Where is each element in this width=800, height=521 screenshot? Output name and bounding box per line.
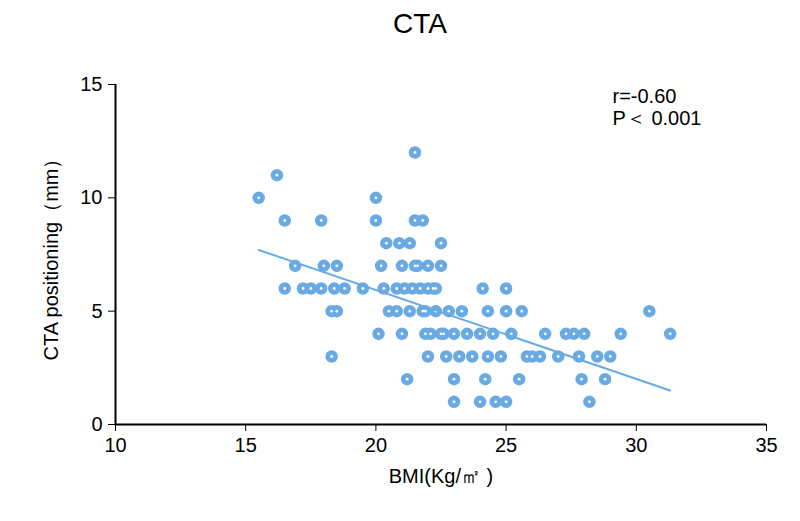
svg-text:25: 25 (495, 434, 517, 456)
svg-text:10: 10 (80, 186, 102, 208)
html-text:CTA: CTA (393, 8, 447, 39)
svg-text:r=-0.60: r=-0.60 (613, 85, 677, 107)
svg-text:0: 0 (91, 413, 102, 435)
svg-text:30: 30 (625, 434, 647, 456)
svg-text:CTA positioning（mm）: CTA positioning（mm） (40, 149, 62, 361)
svg-text:20: 20 (365, 434, 387, 456)
svg-text:35: 35 (755, 434, 777, 456)
svg-text:P＜ 0.001: P＜ 0.001 (613, 107, 702, 129)
svg-text:15: 15 (80, 73, 102, 95)
svg-text:5: 5 (91, 300, 102, 322)
svg-text:BMI(Kg/㎡ ): BMI(Kg/㎡ ) (389, 465, 493, 487)
svg-text:10: 10 (104, 434, 126, 456)
svg-text:15: 15 (235, 434, 257, 456)
